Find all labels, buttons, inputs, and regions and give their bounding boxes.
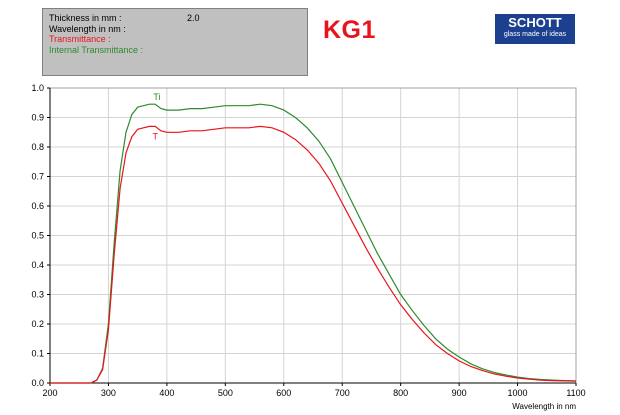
labels: Ti T (152, 92, 160, 142)
grid (49, 87, 577, 384)
thickness-label: Thickness in mm : (49, 13, 122, 23)
x-tick-label-800: 800 (393, 388, 408, 398)
y-tick-label-0: 0.0 (31, 378, 44, 388)
logo-brand: SCHOTT (508, 15, 562, 30)
x-tick-label-900: 900 (452, 388, 467, 398)
y-tick-label-0.9: 0.9 (31, 113, 44, 123)
info-box: Thickness in mm : 2.0 Wavelength in nm :… (42, 8, 308, 76)
logo-tagline: glass made of ideas (503, 31, 567, 38)
internal-transmittance-row: Internal Transmittance : (49, 45, 307, 56)
y-tick-label-0.3: 0.3 (31, 290, 44, 300)
y-tick-label-0.1: 0.1 (31, 349, 44, 359)
y-tick-label-1: 1.0 (31, 83, 44, 93)
transmittance-row: Transmittance : (49, 34, 307, 45)
thickness-value: 2.0 (187, 13, 200, 23)
series-line-t (50, 125, 577, 384)
series (50, 103, 577, 384)
x-tick-label-1000: 1000 (508, 388, 528, 398)
x-axis-title: Wavelength in nm (512, 402, 576, 411)
curve-label-ti: Ti (153, 92, 160, 102)
internal-transmittance-label: Internal Transmittance : (49, 44, 144, 55)
x-tick-label-1100: 1100 (566, 388, 585, 398)
series-line-ti (50, 103, 577, 384)
wavelength-label: Wavelength in nm : (49, 23, 126, 34)
schott-logo: SCHOTT glass made of ideas (495, 14, 575, 44)
axes: 200 300 400 500 600 700 800 900 1000 1100 0.0 0.1 0.… (31, 83, 585, 411)
y-tick-label-0.2: 0.2 (31, 319, 44, 329)
x-tick-label-500: 500 (218, 388, 233, 398)
y-tick-label-0.5: 0.5 (31, 231, 44, 241)
y-tick-label-0.8: 0.8 (31, 142, 44, 152)
y-tick-label-0.4: 0.4 (31, 260, 44, 270)
x-tick-label-600: 600 (276, 388, 291, 398)
y-tick-label-0.7: 0.7 (31, 172, 44, 182)
transmittance-label: Transmittance : (49, 34, 111, 44)
product-name: KG1 (323, 16, 376, 44)
wavelength-row: Wavelength in nm : (49, 24, 307, 35)
x-tick-label-300: 300 (101, 388, 116, 398)
y-tick-label-0.6: 0.6 (31, 201, 44, 211)
x-tick-label-700: 700 (335, 388, 350, 398)
thickness-row: Thickness in mm : 2.0 (49, 13, 307, 24)
x-tick-label-200: 200 (42, 388, 57, 398)
curve-label-t: T (152, 132, 158, 142)
x-tick-label-400: 400 (159, 388, 174, 398)
